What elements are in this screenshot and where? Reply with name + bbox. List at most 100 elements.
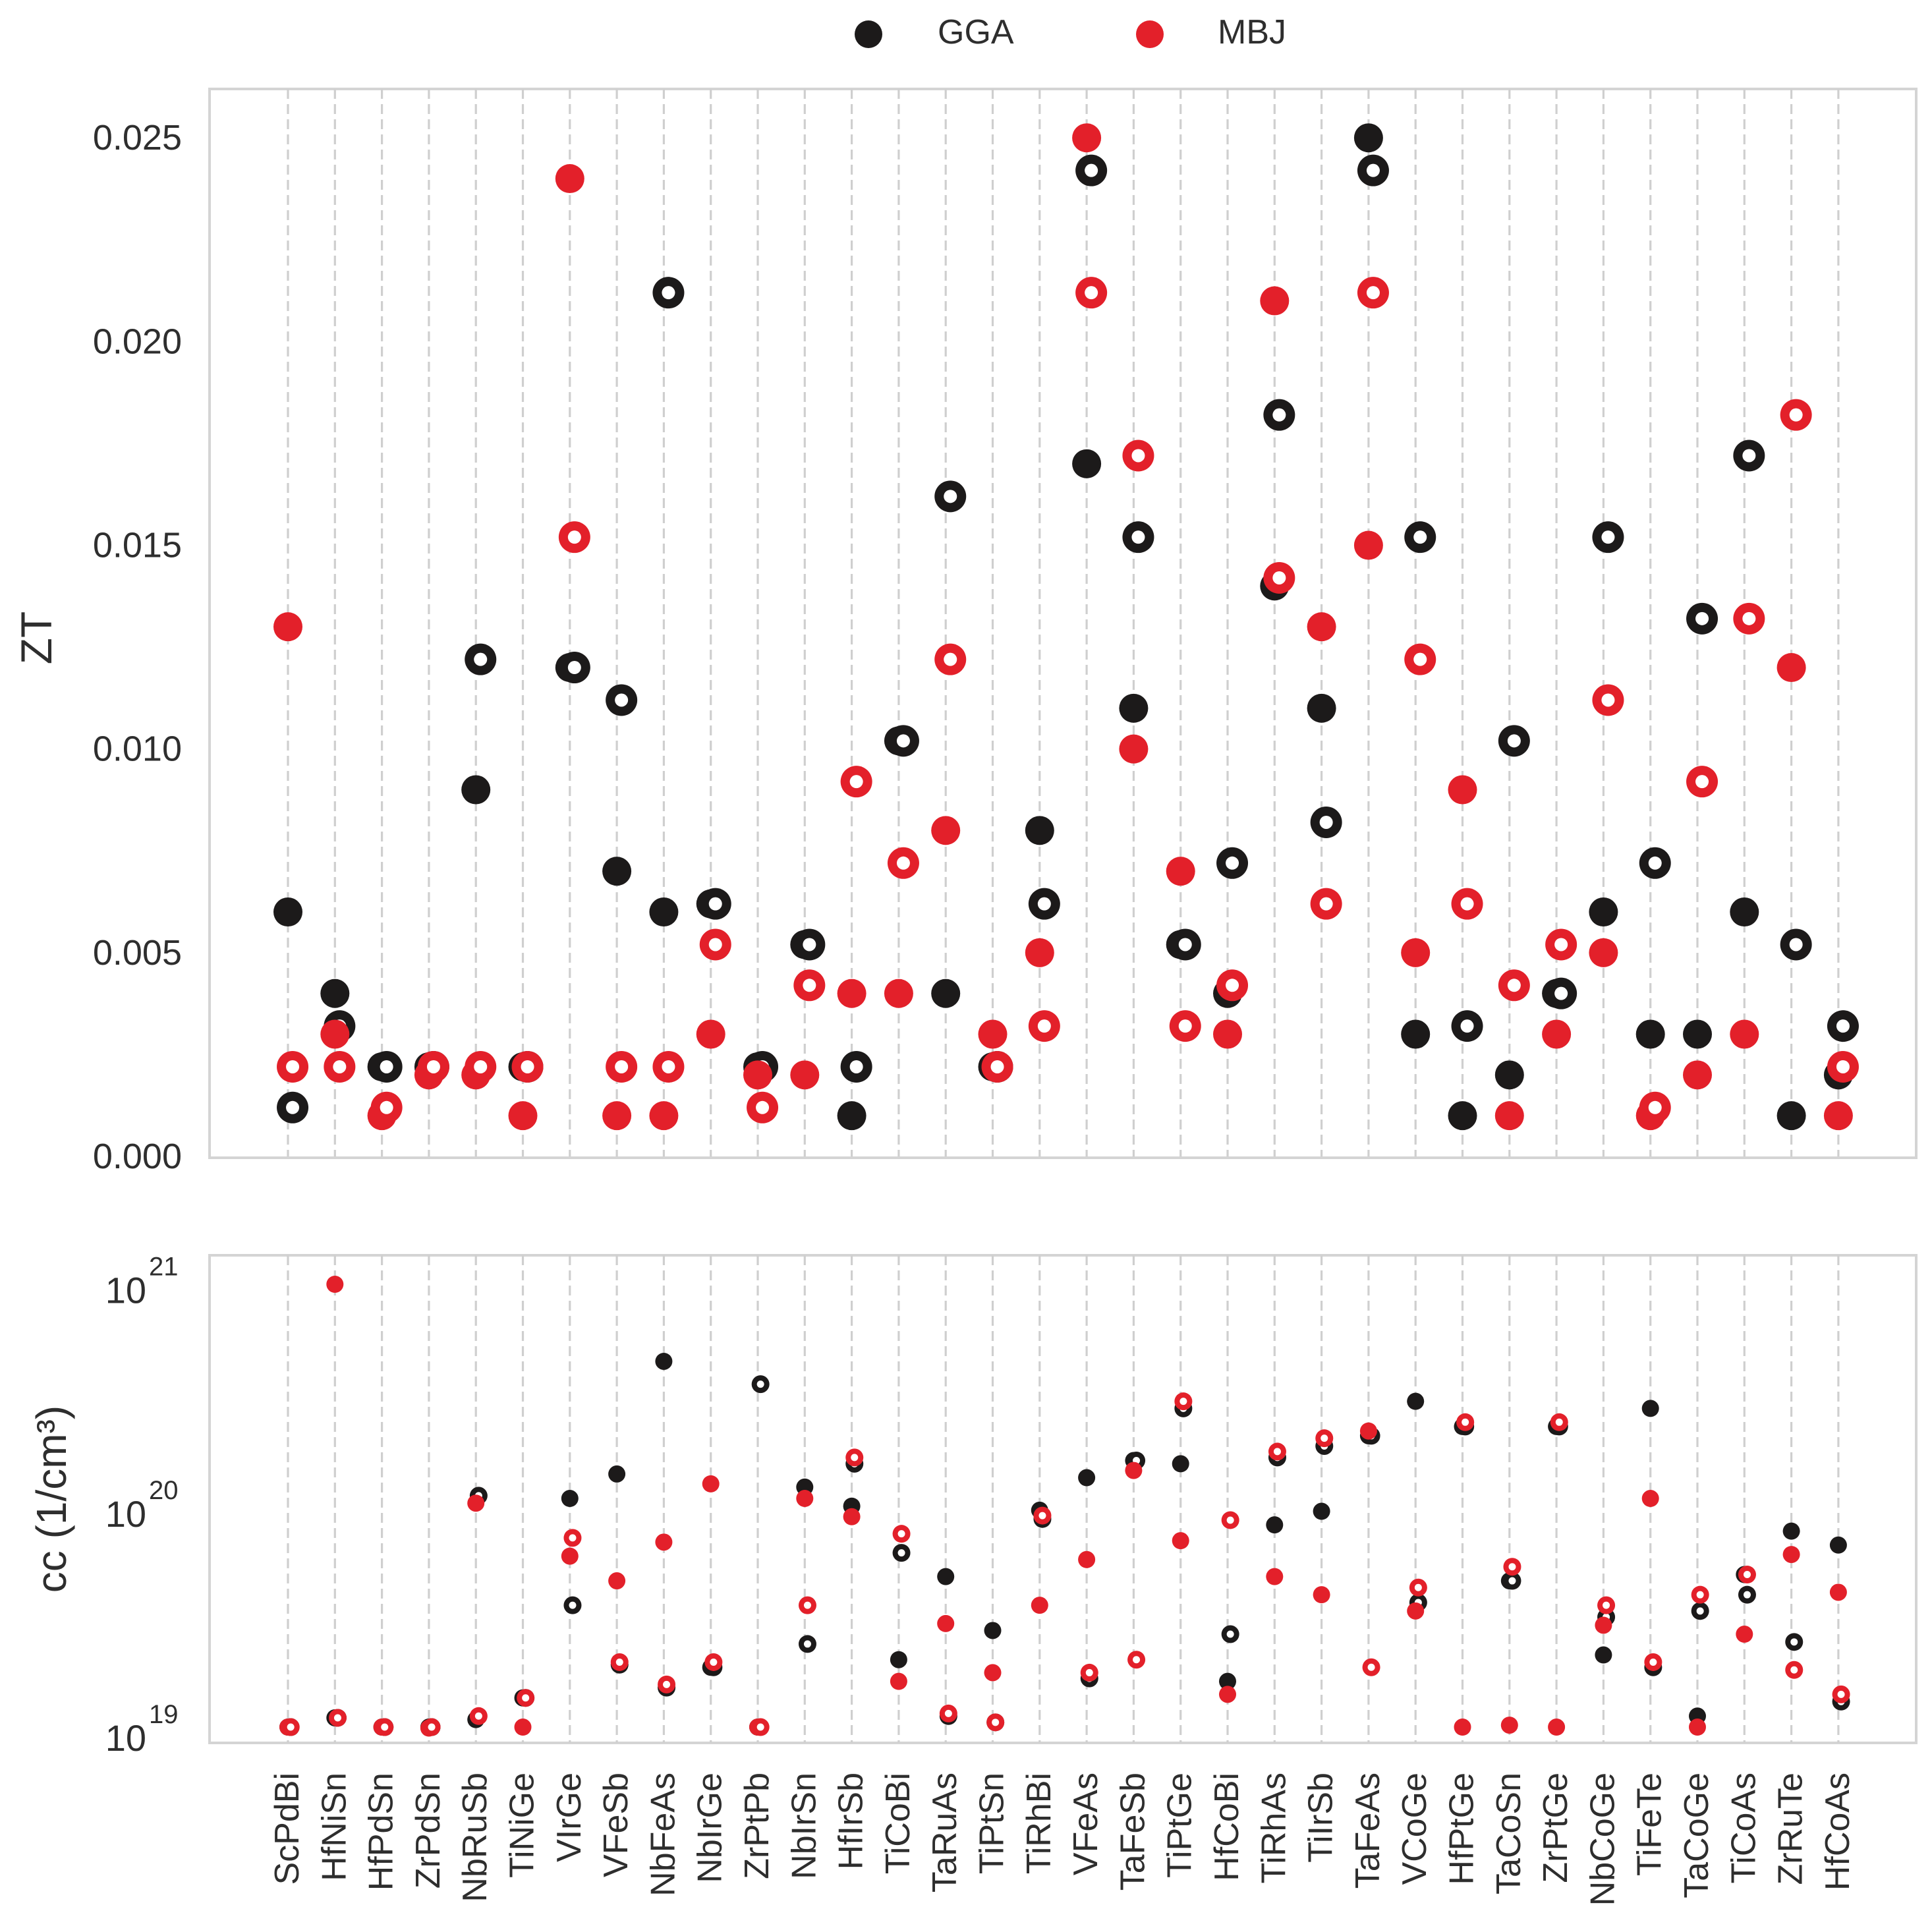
mbj-ring-scpdbi	[277, 1050, 309, 1083]
mbj-point-tiptsn	[978, 1019, 1008, 1049]
x-tick-label-tafeas: TaFeAs	[1349, 1773, 1387, 1889]
gga-ring-ticoas	[1738, 1585, 1756, 1604]
x-tick-label-ticobi: TiCoBi	[879, 1773, 917, 1874]
mbj-ring-vcoge	[1409, 1578, 1427, 1597]
mbj-point-nbcoge	[1589, 938, 1618, 967]
gga-point-hfcobi	[1219, 1672, 1236, 1690]
gga-point-tacoge	[1683, 1019, 1712, 1049]
mbj-ring-hfnisn	[324, 1050, 356, 1083]
bottom-y-tick-label-exponent: 21	[149, 1252, 179, 1281]
gga-ring-tiptge-hole	[1178, 938, 1192, 952]
mbj-point-tafesb	[1125, 1462, 1143, 1479]
bottom-y-tick-label-base: 10	[105, 1493, 146, 1535]
gga-ring-scpdbi	[277, 1091, 309, 1123]
gga-ring-hfirsb	[840, 1050, 872, 1083]
gga-ring-virge	[563, 1596, 582, 1614]
mbj-ring-hfirsb-hole	[851, 1454, 859, 1462]
mbj-ring-hfirsb	[840, 766, 872, 798]
mbj-ring-nbcoge	[1597, 1596, 1616, 1614]
mbj-ring-hfpdsn	[370, 1091, 403, 1123]
mbj-ring-taruas-hole	[944, 1709, 952, 1717]
mbj-ring-tiptsn-hole	[990, 1060, 1004, 1073]
mbj-point-tirhas	[1260, 286, 1290, 316]
gga-point-tafeas	[1353, 123, 1383, 153]
x-tick-label-taruas: TaRuAs	[926, 1773, 964, 1892]
gga-point-zrrute	[1782, 1522, 1800, 1540]
mbj-ring-zrpdsn-hole	[428, 1723, 436, 1731]
mbj-ring-zrpdsn-hole	[426, 1060, 440, 1073]
bottom-y-tick-label-base: 10	[105, 1269, 146, 1311]
legend-label-mbj: MBJ	[1218, 13, 1286, 51]
mbj-ring-taruas	[934, 643, 967, 675]
top-data-points	[273, 123, 1859, 1131]
mbj-point-vfeas	[1078, 1550, 1096, 1568]
x-tick-label-tirhas: TiRhAs	[1255, 1773, 1293, 1884]
mbj-ring-virge	[558, 521, 590, 554]
mbj-ring-tinige	[517, 1689, 535, 1707]
gga-ring-nbirge	[699, 888, 731, 920]
gga-ring-scpdbi-hole	[286, 1100, 300, 1114]
mbj-point-vcoge	[1407, 1602, 1425, 1620]
mbj-ring-hfcoas-hole	[1836, 1060, 1850, 1073]
gga-ring-tafeas-hole	[1366, 163, 1380, 177]
mbj-point-tiirsb	[1307, 612, 1336, 642]
x-tick-label-tiptsn: TiPtSn	[973, 1773, 1011, 1874]
mbj-ring-tiirsb	[1310, 888, 1342, 920]
gga-point-vcoge	[1401, 1019, 1431, 1049]
mbj-point-hfcoas	[1829, 1583, 1847, 1601]
mbj-point-hfnisn	[320, 1019, 350, 1049]
gga-ring-virge-hole	[569, 1601, 577, 1609]
gga-ring-virge-hole	[567, 661, 581, 675]
mbj-ring-hfpdsn	[376, 1718, 394, 1736]
mbj-ring-tiptsn	[981, 1050, 1013, 1083]
mbj-point-nbcoge	[1595, 1616, 1612, 1634]
gga-point-hfptge	[1448, 1101, 1477, 1131]
gga-point-vcoge	[1407, 1392, 1425, 1410]
x-tick-label-hfpdsn: HfPdSn	[362, 1773, 401, 1890]
mbj-ring-tacoge-hole	[1696, 1591, 1704, 1599]
mbj-ring-tafeas-hole	[1366, 286, 1380, 300]
mbj-point-tafeas	[1353, 530, 1383, 560]
mbj-ring-tinige-hole	[521, 1060, 534, 1073]
top-y-tick-label: 0.015	[93, 526, 182, 565]
gga-ring-vcoge-hole	[1413, 530, 1427, 544]
mbj-point-ticobi	[890, 1672, 907, 1690]
mbj-ring-vfesb-hole	[615, 1658, 623, 1666]
mbj-ring-hfcobi	[1216, 969, 1249, 1002]
mbj-ring-nbcoge-hole	[1601, 693, 1615, 707]
x-tick-label-tiirsb: TiIrSb	[1302, 1773, 1340, 1863]
top-y-tick-label: 0.005	[93, 933, 182, 973]
gga-point-nbcoge	[1589, 897, 1618, 927]
gga-ring-tafesb	[1122, 521, 1154, 554]
mbj-point-vfesb	[608, 1572, 626, 1590]
gga-ring-ticobi	[887, 725, 919, 757]
gga-point-vfeas	[1078, 1469, 1096, 1487]
gga-ring-hfpdsn-hole	[380, 1060, 393, 1073]
gga-ring-tifete	[1639, 847, 1671, 879]
x-tick-label-tinige: TiNiGe	[503, 1773, 542, 1878]
gga-ring-hfptge-hole	[1460, 1019, 1474, 1033]
mbj-ring-hfnisn-hole	[333, 1060, 347, 1073]
mbj-point-zrptge	[1542, 1019, 1572, 1049]
top-y-tick-label: 0.020	[93, 322, 182, 361]
mbj-ring-hfcobi-hole	[1226, 979, 1239, 992]
mbj-ring-tafesb-hole	[1133, 1656, 1141, 1664]
top-y-tick-label: 0.000	[93, 1137, 182, 1176]
mbj-ring-scpdbi-hole	[287, 1723, 295, 1731]
mbj-ring-ticobi	[887, 847, 919, 879]
mbj-ring-tiptsn	[986, 1713, 1005, 1732]
gga-point-scpdbi	[273, 897, 302, 927]
mbj-ring-zrptpb-hole	[756, 1723, 764, 1731]
mbj-ring-tacosn-hole	[1507, 979, 1521, 992]
gga-ring-tacosn	[1503, 1572, 1521, 1590]
mbj-ring-zrptge-hole	[1554, 938, 1568, 952]
x-tick-label-virge: VIrGe	[550, 1773, 588, 1862]
gga-point-ticobi	[890, 1651, 907, 1668]
mbj-ring-hfnisn-hole	[333, 1714, 341, 1722]
gga-point-nbfeas	[655, 1352, 673, 1370]
mbj-ring-tirhbi	[1033, 1506, 1052, 1525]
mbj-ring-tacosn	[1503, 1558, 1521, 1576]
mbj-ring-hfcoas	[1827, 1050, 1859, 1083]
